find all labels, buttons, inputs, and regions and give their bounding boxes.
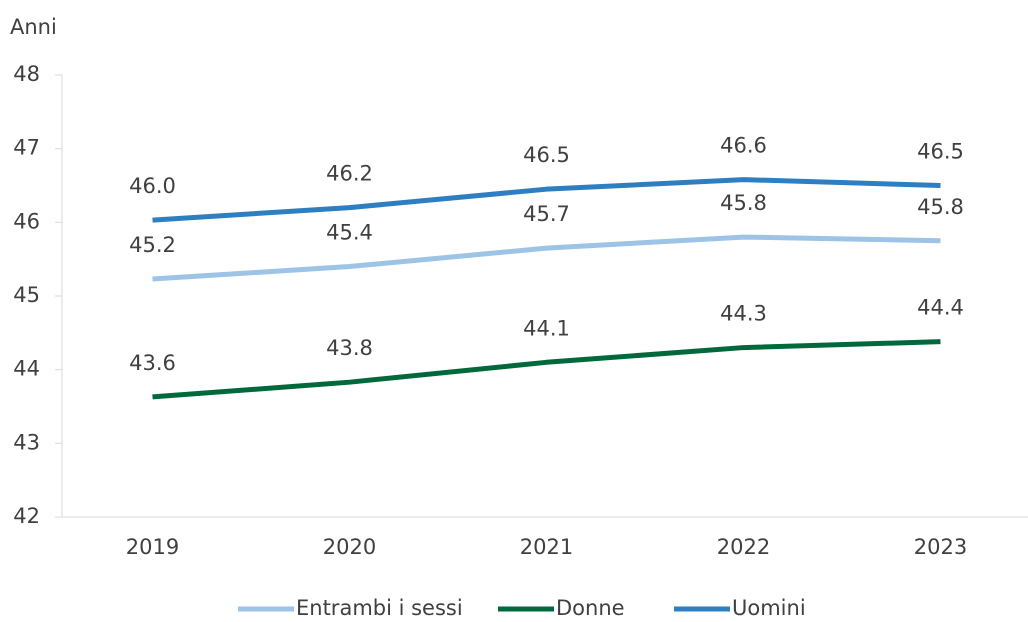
- data-label: 45.2: [129, 233, 176, 257]
- x-tick-label: 2021: [520, 535, 573, 559]
- data-label: 45.8: [917, 195, 964, 219]
- legend-label: Uomini: [732, 596, 806, 620]
- data-label: 43.6: [129, 351, 176, 375]
- data-label: 44.3: [720, 302, 767, 326]
- y-axis-label: Anni: [10, 15, 57, 39]
- data-label: 45.8: [720, 191, 767, 215]
- data-label: 46.2: [326, 162, 373, 186]
- y-tick-label: 47: [13, 136, 40, 160]
- y-tick-label: 45: [13, 283, 40, 307]
- data-label: 45.7: [523, 202, 570, 226]
- series-line: [152, 234, 941, 282]
- data-label: 46.5: [523, 143, 570, 167]
- data-label: 45.4: [326, 221, 373, 245]
- x-tick-label: 2023: [914, 535, 967, 559]
- y-tick-label: 48: [13, 62, 40, 86]
- x-tick-label: 2020: [323, 535, 376, 559]
- y-tick-label: 46: [13, 209, 40, 233]
- x-tick-label: 2022: [717, 535, 770, 559]
- x-tick-label: 2019: [126, 535, 179, 559]
- y-tick-label: 42: [13, 504, 40, 528]
- series-line: [152, 339, 941, 400]
- data-label: 46.5: [917, 140, 964, 164]
- y-tick-label: 44: [13, 357, 40, 381]
- data-label: 44.1: [523, 316, 570, 340]
- series-line: [152, 177, 941, 223]
- legend-label: Entrambi i sessi: [296, 596, 463, 620]
- y-tick-label: 43: [13, 430, 40, 454]
- data-label: 43.8: [326, 336, 373, 360]
- legend-label: Donne: [556, 596, 625, 620]
- data-label: 46.6: [720, 134, 767, 158]
- data-label: 46.0: [129, 174, 176, 198]
- data-label: 44.4: [917, 296, 964, 320]
